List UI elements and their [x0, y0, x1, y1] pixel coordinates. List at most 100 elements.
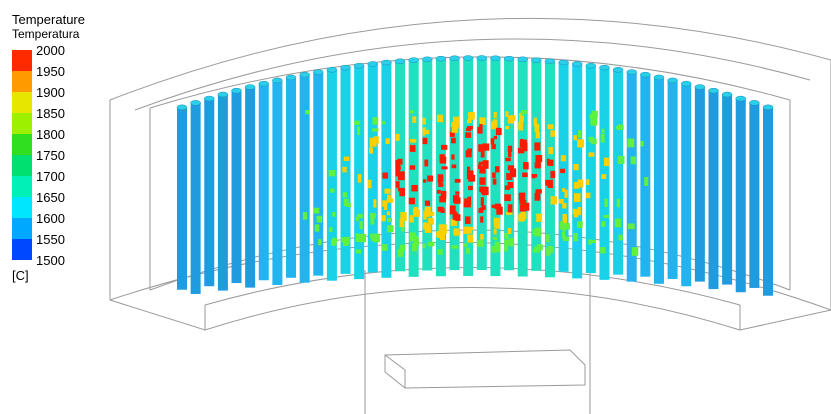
- rod: [381, 60, 393, 278]
- hot-spot: [452, 164, 457, 168]
- hot-spot: [560, 169, 565, 173]
- rod: [300, 72, 310, 282]
- rod: [204, 96, 214, 286]
- hot-spot: [480, 216, 483, 222]
- hot-spot: [536, 189, 542, 193]
- rod: [681, 81, 691, 286]
- hot-spot: [586, 193, 591, 199]
- hot-spot: [303, 212, 307, 220]
- hot-spot: [601, 221, 605, 226]
- color-swatch: [12, 50, 32, 71]
- hot-spot: [409, 198, 415, 205]
- hot-spot: [399, 189, 405, 196]
- hot-spot: [532, 229, 538, 235]
- rod-cap: [681, 81, 691, 86]
- hot-spot: [424, 160, 428, 167]
- rod: [409, 58, 420, 277]
- rod-cap: [232, 88, 242, 93]
- hot-spot: [400, 212, 406, 221]
- hot-spot: [578, 130, 581, 138]
- rod-cap: [559, 60, 569, 65]
- rod: [272, 78, 282, 285]
- hot-spot: [550, 130, 555, 137]
- rod-cap: [545, 59, 555, 64]
- hot-spot: [439, 196, 446, 202]
- hot-spot: [451, 122, 456, 128]
- rod: [436, 56, 448, 276]
- rod: [599, 65, 609, 280]
- rod-body: [763, 107, 773, 295]
- rod: [327, 67, 337, 280]
- hot-spot: [600, 247, 605, 253]
- hot-spot: [495, 242, 500, 249]
- hot-spot: [317, 216, 323, 223]
- rod: [191, 100, 201, 294]
- hot-spot: [479, 177, 485, 184]
- hot-spot: [506, 173, 512, 180]
- rod: [395, 59, 407, 272]
- hot-spot: [387, 218, 392, 222]
- color-swatch: [12, 176, 32, 197]
- hot-spot: [618, 235, 622, 240]
- rod-body: [749, 103, 759, 288]
- rod-cap: [313, 70, 323, 75]
- hot-spot: [491, 144, 495, 149]
- rod-body: [613, 70, 623, 275]
- tick-label: 2000: [36, 43, 65, 58]
- hot-spot: [562, 203, 566, 209]
- hot-spot: [468, 197, 472, 205]
- rod-body: [654, 77, 664, 283]
- hot-spot: [387, 195, 391, 199]
- hot-spot: [465, 216, 470, 224]
- hot-spot: [627, 138, 634, 147]
- hot-spot: [329, 170, 336, 176]
- hot-spot: [441, 145, 447, 150]
- hot-spot: [466, 128, 471, 131]
- hot-spot: [601, 134, 605, 143]
- rod: [286, 75, 296, 278]
- rod-cap: [504, 56, 514, 61]
- hot-spot: [577, 139, 584, 147]
- rod-cap: [463, 56, 473, 61]
- hot-spot: [358, 174, 362, 183]
- base-arc: [205, 288, 740, 331]
- hot-spot: [357, 214, 363, 218]
- rod-cap: [191, 100, 201, 105]
- hot-spot: [427, 176, 433, 182]
- rod: [368, 62, 380, 273]
- rod: [477, 56, 489, 270]
- hot-spot: [534, 247, 539, 250]
- hot-spot: [603, 215, 609, 218]
- rod-body: [572, 64, 582, 278]
- rod: [422, 57, 434, 271]
- hot-spot: [450, 205, 456, 214]
- hot-spot: [314, 208, 320, 214]
- hot-spot: [508, 165, 514, 170]
- hot-spot: [601, 174, 606, 179]
- hot-spot: [344, 157, 349, 161]
- color-swatch: [12, 239, 32, 260]
- hot-spot: [493, 119, 498, 125]
- hot-spot: [494, 112, 497, 118]
- hot-spot: [523, 162, 529, 169]
- hot-spot: [495, 166, 499, 172]
- hot-spot: [344, 199, 349, 206]
- hot-spot: [467, 167, 470, 172]
- hot-spot: [574, 182, 580, 189]
- rod: [177, 105, 187, 290]
- hot-spot: [382, 173, 388, 179]
- hot-spot: [343, 192, 347, 197]
- hot-spot: [469, 175, 474, 181]
- rod-cap: [736, 96, 746, 101]
- tick-label: 1950: [36, 64, 65, 79]
- hot-spot: [479, 117, 484, 124]
- hot-spot: [564, 216, 567, 223]
- hot-spot: [423, 244, 426, 249]
- hot-spot: [373, 199, 376, 207]
- tick-label: 1650: [36, 190, 65, 205]
- hot-spot: [466, 248, 470, 254]
- hot-spot: [562, 188, 565, 192]
- hot-spot: [355, 249, 361, 253]
- rod: [708, 88, 718, 289]
- hot-spot: [574, 193, 581, 202]
